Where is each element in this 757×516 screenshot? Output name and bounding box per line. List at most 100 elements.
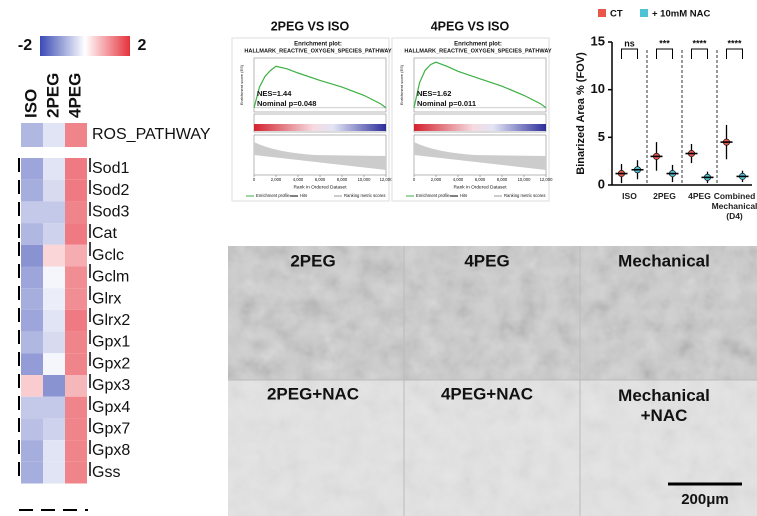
colorbar bbox=[40, 36, 130, 56]
metric-area bbox=[254, 142, 386, 170]
heatmap-cell bbox=[65, 223, 87, 245]
heatmap-cell bbox=[65, 288, 87, 310]
heatmap-cell bbox=[21, 418, 43, 441]
sig-label: **** bbox=[692, 38, 707, 48]
row-label: Glrx2 bbox=[92, 312, 130, 329]
x-tick-label: 10,000 bbox=[358, 177, 371, 182]
heatmap-cell bbox=[65, 375, 87, 397]
heatmap-cell bbox=[43, 461, 65, 484]
heatmap-cell bbox=[43, 223, 65, 245]
panel-label: 2PEG+NAC bbox=[267, 384, 359, 403]
row-label: ROS_PATHWAY bbox=[92, 126, 211, 143]
heatmap-cell bbox=[65, 201, 87, 224]
x-tick-label: 4PEG bbox=[688, 191, 711, 201]
heatmap-cell bbox=[21, 201, 43, 224]
column-label: ISO bbox=[21, 89, 40, 118]
heatmap-cell bbox=[43, 375, 65, 397]
y-label: Enrichment score (ES) bbox=[399, 64, 404, 105]
subtitle: Enrichment plot: bbox=[294, 42, 342, 48]
heatmap-cell bbox=[21, 179, 43, 202]
heatmap-cell bbox=[43, 353, 65, 375]
x-tick-label: 2,000 bbox=[271, 177, 282, 182]
row-label: Gpx4 bbox=[92, 399, 130, 416]
x-tick-label: 12,000 bbox=[380, 177, 393, 182]
heatmap-cell bbox=[65, 440, 87, 462]
y-label: Enrichment score (ES) bbox=[239, 64, 244, 105]
row-label: Gclm bbox=[92, 269, 129, 286]
legend-swatch bbox=[640, 9, 648, 17]
plot-frame bbox=[413, 57, 547, 113]
heatmap-cell bbox=[21, 440, 43, 462]
heatmap-cell bbox=[65, 331, 87, 354]
heatmap-cell bbox=[43, 440, 65, 462]
legend-label: Enrichment profile bbox=[416, 193, 450, 198]
x-tick-label: 4,000 bbox=[293, 177, 304, 182]
panel-label: 2PEG bbox=[290, 251, 335, 270]
metric-area bbox=[414, 142, 546, 170]
x-tick-label: 4,000 bbox=[453, 177, 464, 182]
heatmap-cell bbox=[21, 244, 43, 267]
heatmap-cell bbox=[21, 288, 43, 310]
row-label: Sod1 bbox=[92, 160, 129, 177]
heatmap-cell bbox=[43, 123, 65, 147]
panel-label: 4PEG bbox=[464, 251, 509, 270]
y-tick-label: 5 bbox=[598, 129, 605, 144]
heatmap-cell bbox=[65, 461, 87, 484]
texture bbox=[228, 380, 757, 516]
heatmap-cell bbox=[43, 201, 65, 224]
subtitle: Enrichment plot: bbox=[454, 42, 502, 48]
x-tick-label: 8,000 bbox=[337, 177, 348, 182]
sig-bracket bbox=[691, 48, 708, 59]
heatmap-cell bbox=[21, 266, 43, 289]
es-curve bbox=[253, 65, 387, 109]
column-label: 4PEG bbox=[65, 73, 84, 118]
panel-title: 2PEG VS ISO bbox=[271, 19, 350, 33]
heatmap-cell bbox=[21, 396, 43, 419]
row-label: Sod2 bbox=[92, 182, 129, 199]
sig-label: *** bbox=[659, 38, 670, 48]
x-tick-label: 8,000 bbox=[497, 177, 508, 182]
plot-frame bbox=[253, 57, 387, 113]
y-tick-label: 15 bbox=[591, 33, 605, 48]
annotation: Nominal p=0.011 bbox=[417, 99, 476, 108]
x-tick-label: 10,000 bbox=[518, 177, 531, 182]
heatmap-cell bbox=[43, 418, 65, 441]
rank-bar bbox=[414, 124, 546, 131]
row-label: Gpx8 bbox=[92, 442, 130, 459]
texture bbox=[228, 246, 757, 380]
column-label: 2PEG bbox=[43, 73, 62, 118]
x-tick-label: 2,000 bbox=[431, 177, 442, 182]
x-label: Rank in Ordered Dataset bbox=[453, 184, 507, 190]
colorbar-label: 2 bbox=[138, 37, 147, 54]
sig-bracket bbox=[726, 48, 743, 59]
legend-label: Ranking metric scores bbox=[504, 193, 545, 198]
x-label: Rank in Ordered Dataset bbox=[293, 184, 347, 190]
annotation: NES=1.44 bbox=[257, 89, 292, 98]
heatmap-cell bbox=[65, 179, 87, 202]
sig-label: ns bbox=[624, 38, 635, 48]
panel-label: Mechanical bbox=[618, 251, 710, 270]
x-tick-label: 12,000 bbox=[540, 177, 553, 182]
heatmap-cell bbox=[43, 266, 65, 289]
legend-label: Hits bbox=[460, 193, 467, 198]
heatmap-cell bbox=[21, 158, 43, 180]
heatmap-cell bbox=[21, 375, 43, 397]
legend-swatch bbox=[598, 9, 606, 17]
heatmap-cell bbox=[43, 158, 65, 180]
sig-bracket bbox=[656, 48, 673, 59]
es-curve bbox=[413, 61, 547, 109]
panel-label: Mechanical +NAC bbox=[618, 386, 710, 425]
heatmap-cell bbox=[21, 461, 43, 484]
plot-title: HALLMARK_REACTIVE_OXYGEN_SPECIES_PATHWAY bbox=[404, 48, 551, 54]
panel-title: 4PEG VS ISO bbox=[431, 19, 510, 33]
scale-label: 200μm bbox=[681, 491, 729, 508]
heatmap-cell bbox=[43, 288, 65, 310]
annotation: NES=1.62 bbox=[417, 89, 451, 98]
panel-label: 4PEG+NAC bbox=[441, 384, 533, 403]
sig-label: **** bbox=[727, 38, 742, 48]
row-label: Gclc bbox=[92, 247, 124, 264]
annotation: Nominal p=0.048 bbox=[257, 99, 316, 108]
x-tick-label: Combined Mechanical (D4) bbox=[711, 191, 757, 221]
heatmap-cell bbox=[21, 309, 43, 332]
